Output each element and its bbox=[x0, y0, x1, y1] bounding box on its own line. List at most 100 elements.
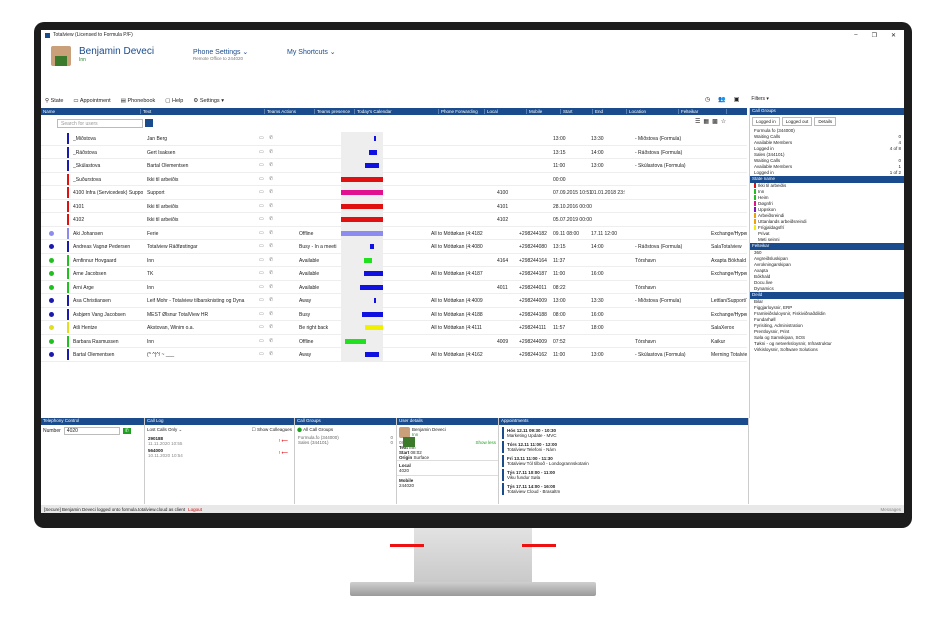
call-button[interactable]: ✆ bbox=[122, 428, 131, 434]
call-icon[interactable]: ✆ bbox=[269, 270, 274, 276]
chat-icon[interactable]: ▭ bbox=[259, 337, 264, 344]
dept-item[interactable]: Fyrisiting, Administration bbox=[754, 323, 803, 328]
state-button[interactable]: ⚲ State bbox=[45, 98, 64, 104]
state-item[interactable]: Uppskon bbox=[750, 207, 904, 213]
star-icon[interactable]: ☆ bbox=[720, 119, 727, 125]
table-row[interactable]: 4102 Ikki til arbeiðis 4102 05.07.2019 00:0… bbox=[41, 213, 747, 227]
callgroup-item[interactable]: Sales (344101) 0 bbox=[295, 440, 396, 445]
table-row[interactable]: 4100 Infra (Servicedesk) Support Support 4… bbox=[41, 186, 747, 200]
lost-calls-filter[interactable]: Lost Calls Only ⌄ bbox=[147, 427, 183, 432]
close-icon[interactable]: ✕ bbox=[890, 33, 896, 39]
right-tab[interactable]: Logged out bbox=[781, 117, 813, 126]
chat-icon[interactable]: ▭ bbox=[259, 229, 264, 236]
table-row[interactable]: Atli Hentze Akstovan, Winim o.a. Be right … bbox=[41, 321, 747, 335]
column-header[interactable]: Start bbox=[561, 109, 593, 114]
dept-item[interactable]: Fundarhøll bbox=[754, 317, 776, 322]
chat-icon[interactable]: ▭ bbox=[259, 202, 264, 209]
filter-icon[interactable] bbox=[145, 119, 153, 127]
table-row[interactable]: Arnfinnur Hovgaard Inn Available 4164 +29824… bbox=[41, 253, 747, 267]
table-row[interactable]: 4101 Ikki til arbeiðis 4101 28.10.2016 00:0… bbox=[41, 199, 747, 213]
filters-button[interactable]: Filters ▾ bbox=[751, 96, 769, 102]
field-item[interactable]: Axapta bbox=[754, 268, 769, 273]
window-icon[interactable]: ▣ bbox=[733, 97, 740, 103]
state-item[interactable]: Frígjaldagsfrí bbox=[750, 225, 904, 231]
logout-link[interactable]: Logout bbox=[188, 506, 202, 512]
group-item[interactable]: Formula fo (344000) bbox=[750, 128, 904, 134]
table-row[interactable]: Ása Christiansen Leif Mohr - Totalview ti… bbox=[41, 294, 747, 308]
chat-icon[interactable]: ▭ bbox=[259, 256, 264, 263]
column-header[interactable]: Text bbox=[141, 109, 265, 114]
search-input[interactable]: Search for users bbox=[57, 119, 143, 128]
group-item[interactable]: Sales (344101) bbox=[750, 152, 904, 158]
chat-icon[interactable]: ▭ bbox=[259, 175, 264, 182]
call-icon[interactable]: ✆ bbox=[269, 189, 274, 195]
messages-button[interactable]: Messages bbox=[880, 506, 901, 512]
appointment-button[interactable]: ▭ Appointment bbox=[73, 98, 111, 104]
chat-icon[interactable]: ▭ bbox=[259, 148, 264, 155]
chat-icon[interactable]: ▭ bbox=[259, 216, 264, 222]
call-icon[interactable]: ✆ bbox=[269, 243, 274, 249]
column-header[interactable]: Teams Actions bbox=[265, 109, 315, 114]
chat-icon[interactable]: ▭ bbox=[259, 189, 264, 195]
group-item[interactable]: Logged in 1 of 2 bbox=[750, 170, 904, 176]
all-groups-toggle[interactable]: ⬤ All Call Groups bbox=[297, 427, 334, 432]
field-item[interactable]: 360 bbox=[754, 250, 762, 255]
field-item[interactable]: Avgreiðsluskipan bbox=[754, 256, 788, 261]
group-item[interactable]: Available Members 1 bbox=[750, 164, 904, 170]
table-row[interactable]: Arne Jacobsen TK Available All to Móttøkan … bbox=[41, 267, 747, 281]
call-icon[interactable]: ✆ bbox=[269, 310, 274, 317]
state-item[interactable]: Heim bbox=[750, 195, 904, 201]
chat-icon[interactable]: ▭ bbox=[259, 310, 264, 317]
group-item[interactable]: Logged in 4 of 8 bbox=[750, 146, 904, 152]
state-item[interactable]: Ikki til arbeiðis bbox=[750, 183, 904, 189]
shortcuts-button[interactable]: My Shortcuts ⌄ bbox=[287, 49, 336, 56]
dept-item[interactable]: Prentloysnir, Print bbox=[754, 329, 790, 334]
chat-icon[interactable]: ▭ bbox=[259, 351, 264, 357]
table-row[interactable]: _Suðurstova Ikki til arbeiðis 00:00 ▭ ✆ bbox=[41, 172, 747, 186]
user-name[interactable]: Benjamin Deveci bbox=[79, 46, 155, 57]
avatar[interactable] bbox=[51, 46, 71, 66]
appointment-item[interactable]: Fri 13.11 11:00 - 11:30 Totalview Tól til… bbox=[502, 455, 746, 467]
state-item[interactable]: Døgnfri bbox=[750, 201, 904, 207]
settings-button[interactable]: ⚙ Settings ▾ bbox=[193, 98, 224, 104]
group-item[interactable]: Waiting Calls 0 bbox=[750, 158, 904, 164]
chat-icon[interactable]: ▭ bbox=[259, 324, 264, 330]
table-row[interactable]: _Skúlastova Bartal Olementsen 11:00 13:00 - … bbox=[41, 159, 747, 173]
column-header[interactable]: Local bbox=[485, 109, 527, 114]
column-header[interactable]: Teams presence bbox=[315, 109, 355, 114]
call-icon[interactable]: ✆ bbox=[269, 337, 274, 344]
restore-icon[interactable]: ❐ bbox=[871, 33, 877, 39]
phone-settings-button[interactable]: Phone Settings ⌄ Remote Office to 244020 bbox=[193, 49, 249, 61]
group-item[interactable]: Waiting Calls 0 bbox=[750, 134, 904, 140]
column-header[interactable]: Felteikar bbox=[679, 109, 727, 114]
tile-view-icon[interactable]: ▩ bbox=[712, 119, 718, 125]
dept-item[interactable]: Figgjarloysnir, ERP bbox=[754, 305, 793, 310]
field-item[interactable]: Avrokningarskipan bbox=[754, 262, 791, 267]
appointment-item[interactable]: Tórs 12.11 11:00 - 12:00 Totalview Telefo… bbox=[502, 441, 746, 453]
dept-item[interactable]: Framleiðsluloysnir, Fiskiviðnaðdildin bbox=[754, 311, 826, 316]
call-icon[interactable]: ✆ bbox=[269, 216, 274, 222]
dept-item[interactable]: Virkisloysnir, Software Solutions bbox=[754, 347, 818, 352]
chat-icon[interactable]: ▭ bbox=[259, 162, 264, 168]
dept-item[interactable]: Søla og Samskipan, SOS bbox=[754, 335, 806, 340]
chat-icon[interactable]: ▭ bbox=[259, 297, 264, 303]
chat-icon[interactable]: ▭ bbox=[259, 135, 264, 141]
table-row[interactable]: Ásbjørn Vang Jacobsen MEST Ølsnur TotalVi… bbox=[41, 307, 747, 321]
call-icon[interactable]: ✆ bbox=[269, 229, 274, 236]
call-icon[interactable]: ✆ bbox=[269, 202, 274, 209]
number-input[interactable]: 4020 bbox=[63, 427, 120, 435]
state-item[interactable]: Uttanlands arbeiðsreindi bbox=[750, 219, 904, 225]
list-view-icon[interactable]: ☰ bbox=[695, 119, 701, 125]
call-icon[interactable]: ✆ bbox=[269, 175, 274, 182]
column-header[interactable]: Location bbox=[627, 109, 679, 114]
call-icon[interactable]: ✆ bbox=[269, 324, 274, 330]
column-header[interactable]: Name bbox=[41, 109, 141, 114]
call-icon[interactable]: ✆ bbox=[269, 135, 274, 141]
appointment-item[interactable]: Týs 17.11 14:00 - 16:00 Totalview Cloud -… bbox=[502, 483, 746, 495]
call-icon[interactable]: ✆ bbox=[269, 283, 274, 290]
field-item[interactable]: Docu.live bbox=[754, 280, 773, 285]
dept-item[interactable]: Tøkni - og netverksloysnir, Infrastruktu… bbox=[754, 341, 832, 346]
chat-icon[interactable]: ▭ bbox=[259, 243, 264, 249]
appointment-item[interactable]: Týs 17.11 10:00 - 11:00 Viku fundur Søla bbox=[502, 469, 746, 481]
call-icon[interactable]: ✆ bbox=[269, 297, 274, 303]
